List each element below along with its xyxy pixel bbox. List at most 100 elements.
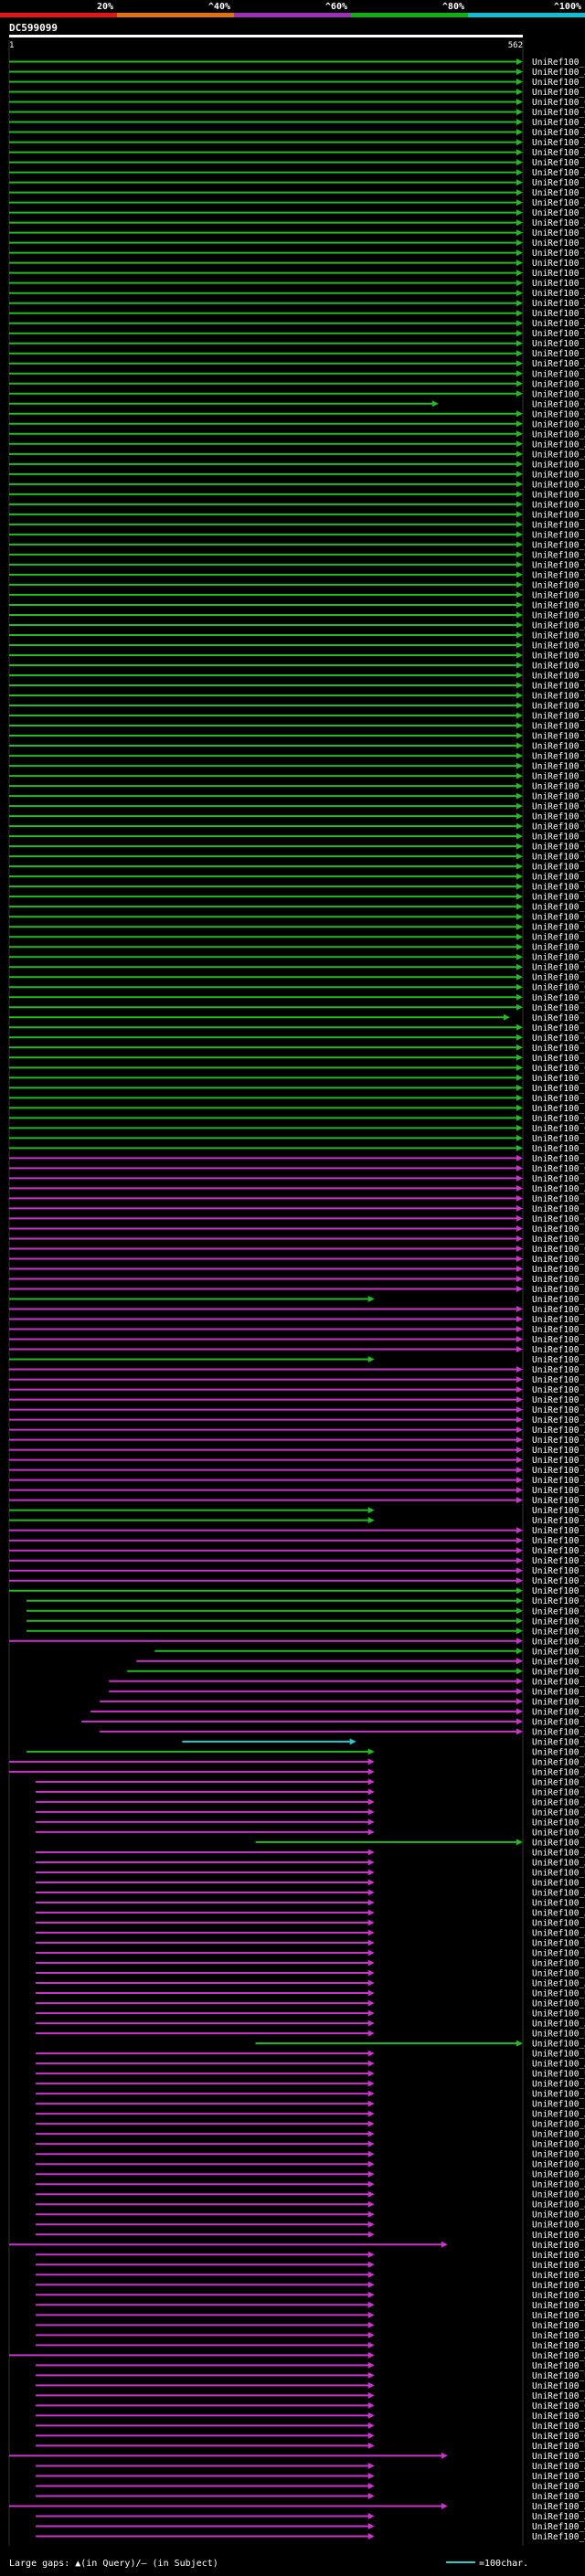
hit-arrow: [516, 139, 523, 146]
hit-label: UniRef100_UPI000...: [532, 1949, 585, 1959]
hit-label: UniRef100_Q6ZSL8: [532, 1405, 585, 1415]
hit-label: UniRef100_B7FLF1: [532, 339, 585, 349]
hit-arrow: [367, 2130, 375, 2137]
hit-label: UniRef100_B9RSY6: [532, 973, 585, 983]
hit-label: UniRef100_Q8LV68: [532, 1466, 585, 1476]
hit-label: UniRef100_UPI000...: [532, 1717, 585, 1727]
hit-arrow: [367, 2100, 375, 2107]
hit-label: UniRef100_A2QHH7: [532, 289, 585, 299]
hit-label: UniRef100_A6MAT1: [532, 128, 585, 138]
hit-label: UniRef100_Q9LJ04: [532, 1164, 585, 1174]
hit-arrow: [516, 963, 523, 970]
hit-arrow: [516, 662, 523, 669]
hit-arrow: [516, 1567, 523, 1574]
hit-label: UniRef100_Q0IL H8: [532, 963, 585, 973]
hit-label: UniRef100_B9FEM7: [532, 1023, 585, 1034]
hit-label: UniRef100_C5X810: [532, 1536, 585, 1546]
hit-label: UniRef100_B8AZD6: [532, 1054, 585, 1064]
hit-arrow: [516, 772, 523, 779]
hit-label: UniRef100_A6MAT1: [532, 138, 585, 148]
hit-label: UniRef100_Q39323: [532, 843, 585, 853]
hit-label: UniRef100_A7Q8L3: [532, 2200, 585, 2210]
hit-arrow: [516, 1436, 523, 1444]
hit-arrow: [367, 2361, 375, 2369]
hit-label: UniRef100_C0Z2W8: [532, 1647, 585, 1657]
hit-label: UniRef100_A5BP86: [532, 2472, 585, 2482]
hit-label: UniRef100_Q6J4R1: [532, 550, 585, 560]
hit-arrow: [516, 280, 523, 287]
hit-arrow: [516, 1577, 523, 1585]
hit-label: UniRef100_B9RW83: [532, 500, 585, 510]
hit-label: UniRef100_A7PBT5: [532, 1576, 585, 1586]
hit-label: UniRef100_Q6T449: [532, 399, 585, 409]
hit-label: UniRef100_UPI000...: [532, 2361, 585, 2371]
hit-label: UniRef100_B6U7J6: [532, 530, 585, 540]
hit-arrow: [516, 832, 523, 840]
hit-arrow: [367, 1989, 375, 1997]
hit-arrow: [516, 1124, 523, 1131]
hit-arrow: [516, 1134, 523, 1141]
hit-label: UniRef100_P93366: [532, 2160, 585, 2170]
hit-label: UniRef100_A2Y676: [532, 450, 585, 460]
hit-label: UniRef100_B9ML70: [532, 1486, 585, 1496]
hit-label: UniRef100_B4FWR1: [532, 1074, 585, 1084]
hit-label: UniRef100_B2ZJ89: [532, 722, 585, 732]
hit-arrow: [516, 1839, 523, 1846]
hit-label: UniRef100_A7QT16: [532, 1929, 585, 1939]
hit-label: UniRef100_UPI000...: [532, 1526, 585, 1536]
hit-arrow: [516, 1074, 523, 1081]
hit-label: UniRef100_A7QN37: [532, 1979, 585, 1989]
hit-arrow: [516, 1255, 523, 1262]
hit-arrow: [367, 1788, 375, 1796]
hit-label: UniRef100_B9HSE3: [532, 671, 585, 681]
hit-label: UniRef100_B9SFL6: [532, 2381, 585, 2391]
hit-arrow: [441, 2452, 448, 2459]
hit-label: UniRef100_UPI000...: [532, 1868, 585, 1878]
hit-arrow: [367, 1909, 375, 1916]
hit-arrow: [516, 1114, 523, 1121]
hit-label: UniRef100_A7QGH2: [532, 2391, 585, 2401]
hit-label: UniRef100_Q61D18: [532, 2301, 585, 2311]
hit-label: UniRef100_A7Q4P7: [532, 2140, 585, 2150]
hit-label: UniRef100_A7R3R3: [532, 168, 585, 178]
hit-arrow: [516, 1648, 523, 1655]
hit-label: UniRef100_A9RDS3: [532, 118, 585, 128]
hit-label: UniRef100_A9YF23: [532, 1415, 585, 1426]
hit-label: UniRef100_Q93ZJ4: [532, 782, 585, 792]
hit-arrow: [516, 370, 523, 377]
hit-label: UniRef100_B4F999: [532, 1315, 585, 1325]
hit-arrow: [516, 1346, 523, 1353]
hit-arrow: [516, 511, 523, 518]
hit-arrow: [516, 390, 523, 398]
hit-label: UniRef100_A7QIZ0: [532, 1184, 585, 1194]
hit-arrow: [367, 1979, 375, 1987]
hit-arrow: [516, 1054, 523, 1061]
hit-label: UniRef100_B9IJS7: [532, 1586, 585, 1596]
hit-label: UniRef100_C5Z0Y2: [532, 349, 585, 359]
hit-arrow: [367, 2291, 375, 2298]
hit-label: UniRef100_B9NQU8: [532, 1969, 585, 1979]
hit-label: UniRef100_A7PUT2: [532, 2452, 585, 2462]
hit-label: UniRef100_Q9SU40: [532, 1124, 585, 1134]
identity-scale-segment: [468, 13, 585, 17]
hit-arrow: [516, 1698, 523, 1705]
hit-label: UniRef100_C0PRE4: [532, 1174, 585, 1184]
hit-arrow: [516, 290, 523, 297]
hit-label: UniRef100_B6U2V1: [532, 1104, 585, 1114]
hit-label: UniRef100_A7PHW9: [532, 1637, 585, 1647]
hit-label: UniRef100_A7R7D4: [532, 1807, 585, 1818]
hit-label: UniRef100_Q9FHN6: [532, 1516, 585, 1526]
hit-label: UniRef100_Q8VYB3: [532, 570, 585, 580]
hit-label: UniRef100_A9SYB5: [532, 1556, 585, 1566]
hit-label: UniRef100_A7Q434: [532, 2231, 585, 2241]
hit-label: UniRef100_C5WRE7: [532, 1335, 585, 1345]
hit-arrow: [516, 169, 523, 176]
hit-arrow: [516, 1688, 523, 1695]
hit-label: UniRef100_UPI000...: [532, 1939, 585, 1949]
hit-arrow: [516, 360, 523, 367]
hit-arrow: [516, 199, 523, 207]
hit-arrow: [367, 2271, 375, 2278]
hit-arrow: [367, 1859, 375, 1866]
hit-arrow: [367, 2200, 375, 2208]
hit-arrow: [516, 1094, 523, 1101]
